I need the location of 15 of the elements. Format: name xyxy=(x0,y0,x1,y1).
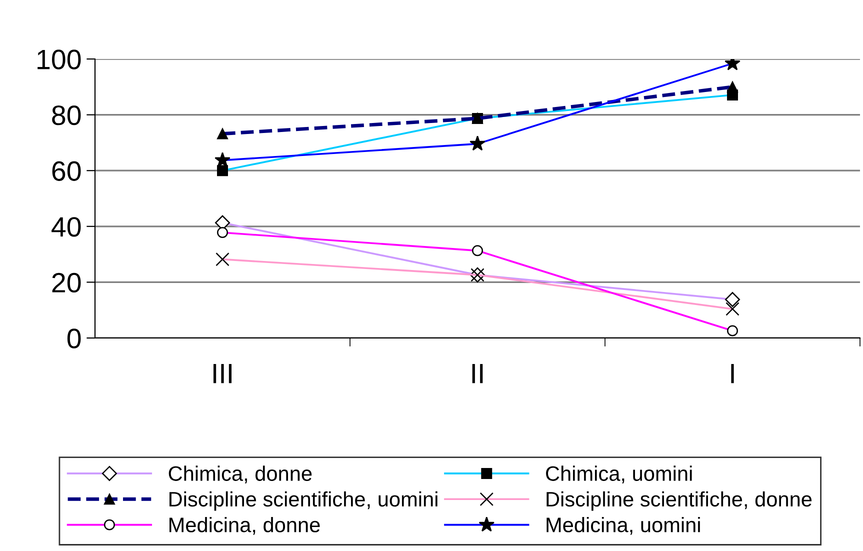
y-tick-label: 20 xyxy=(52,272,81,293)
y-tick-label: 100 xyxy=(38,50,81,70)
x-tick-label: III xyxy=(213,364,232,384)
legend-label: Medicina, donne xyxy=(170,516,320,535)
legend-label: Chimica, uomini xyxy=(546,466,692,484)
x-tick-label: I xyxy=(731,364,734,384)
x-tick-label: II xyxy=(472,364,483,384)
y-tick-label: 60 xyxy=(52,161,81,181)
y-tick-label: 0 xyxy=(67,328,81,348)
legend-label: Discipline scientifiche, uomini xyxy=(170,491,438,511)
legend-label: Chimica, donne xyxy=(168,466,312,484)
y-tick-label: 40 xyxy=(52,217,81,237)
legend-label: Discipline scientifiche, donne xyxy=(546,491,812,511)
y-tick-label: 80 xyxy=(52,105,81,126)
legend-label: Medicina, uomini xyxy=(546,516,700,535)
